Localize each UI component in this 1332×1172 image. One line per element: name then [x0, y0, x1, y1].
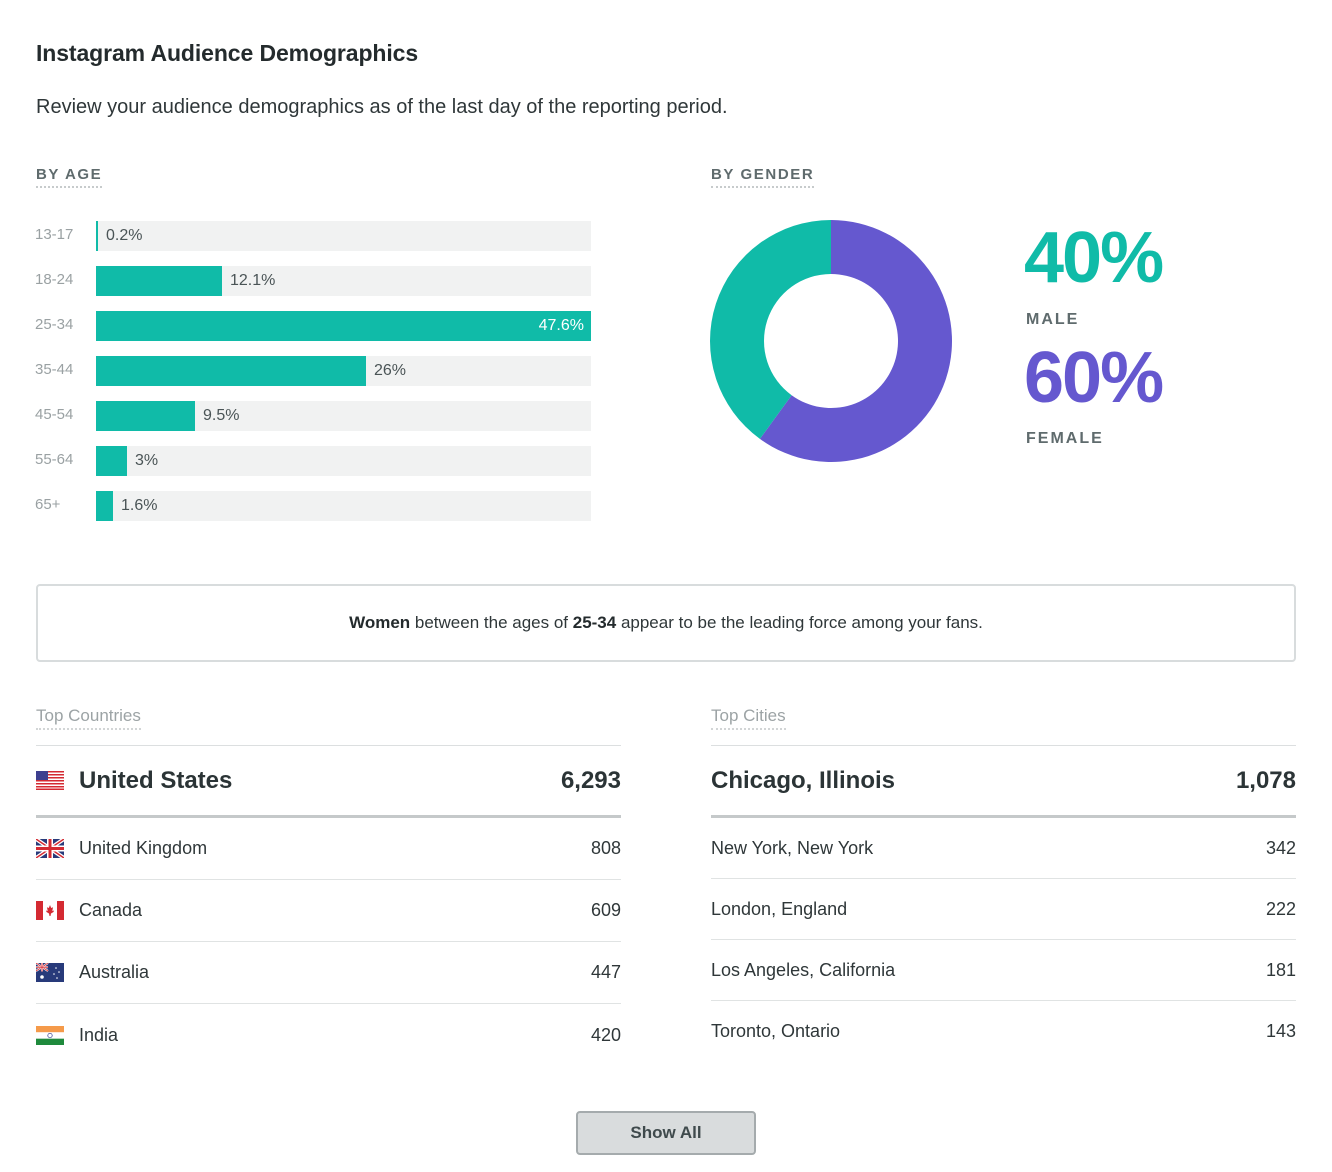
country-count: 609 [590, 900, 621, 920]
gender-donut-chart [710, 220, 952, 462]
age-bar-track: 12.1% [96, 266, 591, 296]
age-bar [96, 266, 222, 296]
flag-au-icon [36, 963, 64, 982]
age-bar-track: 47.6% [96, 311, 591, 341]
city-name: Toronto, Ontario [711, 1021, 841, 1041]
city-count: 222 [1265, 898, 1296, 919]
age-category-label: 13-17 [35, 226, 74, 243]
top-country-row: United States 6,293 [36, 745, 621, 818]
top-countries-list: Top Countries United States 6,293 United… [36, 706, 621, 1066]
city-name: New York, New York [711, 837, 874, 858]
age-bar-track: 9.5% [96, 401, 591, 431]
city-name: London, England [711, 898, 848, 919]
age-bar-track: 1.6% [96, 491, 591, 521]
top-cities-heading[interactable]: Top Cities [711, 706, 786, 730]
age-value-label: 9.5% [203, 407, 240, 424]
city-name: Los Angeles, California [711, 959, 896, 980]
city-count: 143 [1265, 1021, 1296, 1041]
country-row: India 420 [36, 1004, 621, 1066]
city-count: 181 [1265, 959, 1296, 980]
page-subtitle: Review your audience demographics as of … [36, 96, 728, 118]
insight-text-1: between the ages of [410, 613, 573, 632]
age-value-label: 3% [135, 452, 159, 469]
age-bar [96, 221, 98, 251]
city-row: New York, New York 342 [711, 818, 1296, 879]
age-value-label: 1.6% [121, 497, 158, 514]
age-value-label: 26% [374, 362, 407, 379]
age-category-label: 35-44 [35, 361, 74, 378]
insight-box: Women between the ages of 25-34 appear t… [36, 584, 1296, 662]
female-label: FEMALE [1026, 430, 1104, 447]
country-count: 420 [590, 1024, 621, 1045]
flag-in-icon [36, 1025, 64, 1045]
country-count: 808 [590, 838, 621, 858]
age-bar [96, 311, 591, 341]
age-bar-row: 55-64 3% [0, 446, 620, 476]
top-city-count: 1,078 [1235, 766, 1296, 794]
flag-uk-icon [36, 839, 64, 858]
page-title: Instagram Audience Demographics [36, 40, 419, 66]
age-category-label: 45-54 [35, 406, 74, 423]
age-bar-row: 35-44 26% [0, 356, 620, 386]
country-name: India [79, 1024, 119, 1045]
age-bar-row: 45-54 9.5% [0, 401, 620, 431]
age-value-label: 47.6% [538, 317, 584, 334]
age-bar-row: 25-34 47.6% [0, 311, 620, 341]
by-gender-label: BY GENDER [711, 166, 815, 188]
age-bar-row: 65+ 1.6% [0, 491, 620, 521]
country-name: Australia [79, 962, 150, 982]
city-row: Los Angeles, California 181 [711, 940, 1296, 1001]
age-category-label: 65+ [35, 496, 61, 513]
top-country-count: 6,293 [560, 766, 621, 794]
flag-ca-icon [36, 901, 64, 920]
insight-text-2: appear to be the leading force among you… [616, 613, 983, 632]
age-bar-chart: 13-17 0.2% 18-24 12.1% 25-34 47.6% 35-44 26% 45-… [0, 0, 620, 540]
country-row: Australia 447 [36, 942, 621, 1004]
age-category-label: 55-64 [35, 451, 74, 468]
city-count: 342 [1265, 837, 1296, 858]
top-countries-heading[interactable]: Top Countries [36, 706, 141, 730]
show-all-button[interactable]: Show All [576, 1111, 756, 1155]
age-bar-track: 0.2% [96, 221, 591, 251]
country-row: United Kingdom 808 [36, 818, 621, 880]
country-name: United Kingdom [79, 838, 208, 858]
age-value-label: 12.1% [230, 272, 276, 289]
donut-slice-male [710, 220, 831, 439]
male-label: MALE [1026, 311, 1080, 328]
top-city-name: Chicago, Illinois [711, 766, 896, 794]
age-category-label: 25-34 [35, 316, 74, 333]
age-bar [96, 356, 366, 386]
country-count: 447 [590, 962, 621, 982]
age-bar-row: 13-17 0.2% [0, 221, 620, 251]
city-row: London, England 222 [711, 879, 1296, 940]
age-bar [96, 491, 113, 521]
city-row: Toronto, Ontario 143 [711, 1001, 1296, 1062]
age-bar [96, 401, 195, 431]
age-bar-track: 3% [96, 446, 591, 476]
age-value-label: 0.2% [106, 227, 143, 244]
top-cities-list: Top Cities Chicago, Illinois 1,078 New Y… [711, 706, 1296, 1062]
top-city-row: Chicago, Illinois 1,078 [711, 745, 1296, 818]
age-bar-row: 18-24 12.1% [0, 266, 620, 296]
age-bar [96, 446, 127, 476]
age-bar-track: 26% [96, 356, 591, 386]
insight-age-range: 25-34 [572, 613, 617, 632]
insight-text: Women between the ages of 25-34 appear t… [349, 613, 983, 633]
age-category-label: 18-24 [35, 271, 74, 288]
male-percent: 40% [1024, 218, 1164, 298]
female-percent: 60% [1024, 338, 1164, 418]
top-country-name: United States [79, 766, 233, 794]
country-name: Canada [79, 900, 143, 920]
by-age-label: BY AGE [36, 166, 103, 188]
donut-slice-female [759, 220, 952, 462]
insight-gender: Women [349, 613, 411, 632]
country-row: Canada 609 [36, 880, 621, 942]
flag-us-icon [36, 771, 64, 790]
